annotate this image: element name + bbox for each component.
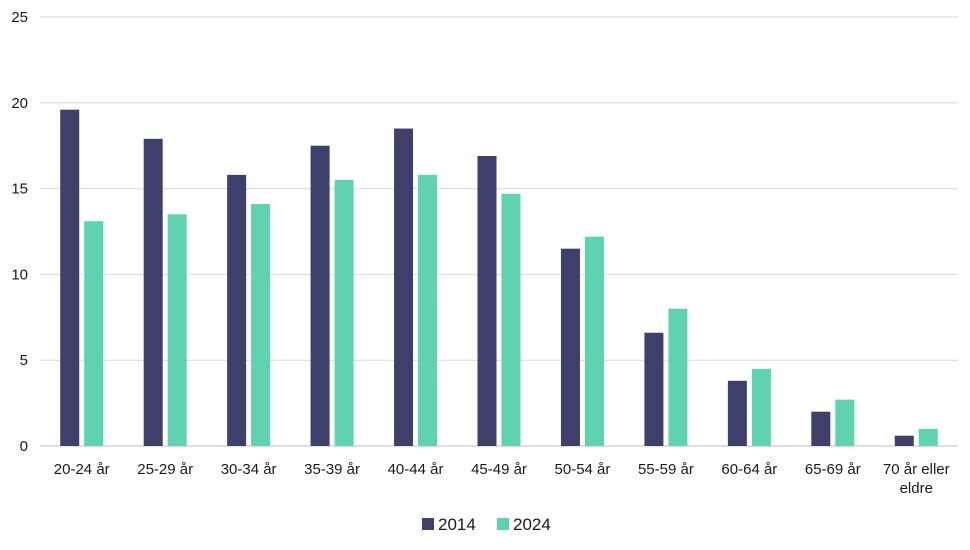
gridlines [40, 16, 958, 447]
bar-2014 [60, 109, 80, 446]
x-tick-label-line: 25-29 år [137, 461, 193, 478]
bar-2024 [501, 193, 521, 446]
bar-2014 [811, 411, 831, 446]
bar-2024 [835, 399, 855, 446]
y-tick-label: 10 [11, 266, 28, 283]
bar-2024 [418, 174, 438, 446]
x-tick-label-line: 30-34 år [221, 461, 277, 478]
bar-2024 [334, 180, 354, 446]
bars [60, 109, 938, 447]
x-tick-label: 60-64 år [721, 461, 777, 478]
bar-2014 [727, 380, 747, 446]
bar-2024 [167, 214, 187, 446]
x-tick-label: 55-59 år [638, 461, 694, 478]
x-tick-label-line: 60-64 år [721, 461, 777, 478]
bar-2024 [251, 204, 271, 446]
x-tick-label-line: 45-49 år [471, 461, 527, 478]
bar-2014 [560, 248, 580, 446]
y-tick-label: 15 [11, 181, 28, 198]
x-tick-label-line: 50-54 år [555, 461, 611, 478]
x-tick-label-line: 70 år eller [883, 461, 950, 478]
bar-2014 [310, 145, 330, 446]
x-tick-label-line: eldre [900, 480, 933, 497]
bar-2024 [584, 236, 604, 446]
bar-2024 [84, 221, 104, 446]
legend-swatch-2024 [497, 518, 509, 530]
y-axis-ticks: 0 5 10 15 20 25 [11, 9, 28, 455]
legend-label: 2024 [513, 515, 551, 534]
y-tick-label: 5 [20, 352, 28, 369]
x-tick-label: 30-34 år [221, 461, 277, 478]
x-tick-label: 40-44 år [388, 461, 444, 478]
x-axis-ticks: 20-24 år 25-29 år 30-34 år 35-39 år 40-44 år… [54, 461, 950, 497]
x-tick-label: 45-49 år [471, 461, 527, 478]
bar-2024 [918, 428, 938, 446]
x-tick-label-line: 20-24 år [54, 461, 110, 478]
bar-2014 [394, 128, 414, 447]
bar-2014 [143, 138, 163, 446]
y-tick-label: 25 [11, 9, 28, 26]
bar-2024 [668, 308, 688, 446]
bar-2024 [751, 368, 771, 446]
x-tick-label: 70 år eller eldre [883, 461, 950, 497]
x-tick-label: 65-69 år [805, 461, 861, 478]
legend-swatch-2014 [422, 518, 434, 530]
x-tick-label-line: 40-44 år [388, 461, 444, 478]
x-tick-label: 50-54 år [555, 461, 611, 478]
y-tick-label: 0 [20, 438, 28, 455]
x-tick-label-line: 65-69 år [805, 461, 861, 478]
x-tick-label: 25-29 år [137, 461, 193, 478]
x-tick-label-line: 55-59 år [638, 461, 694, 478]
bar-2014 [227, 174, 247, 446]
bar-2014 [477, 155, 497, 446]
bar-2014 [894, 435, 914, 446]
x-tick-label-line: 35-39 år [304, 461, 360, 478]
x-tick-label: 20-24 år [54, 461, 110, 478]
legend: 2014 2024 [422, 515, 551, 534]
legend-label: 2014 [438, 515, 476, 534]
x-tick-label: 35-39 år [304, 461, 360, 478]
y-tick-label: 20 [11, 95, 28, 112]
bar-2014 [644, 332, 664, 446]
